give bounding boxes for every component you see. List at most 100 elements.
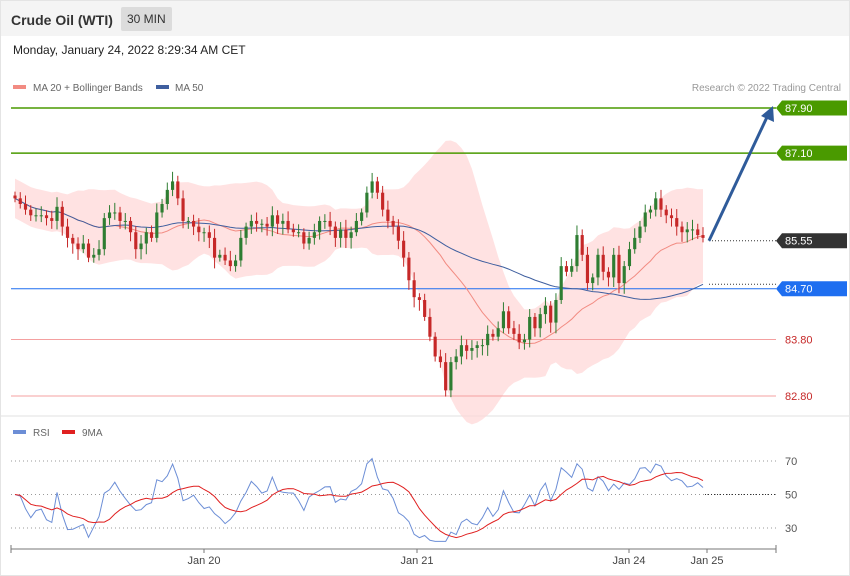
candle xyxy=(564,261,569,277)
candle xyxy=(617,245,621,294)
candle xyxy=(701,227,705,243)
candle xyxy=(554,293,558,334)
candle xyxy=(344,219,348,249)
bollinger-band xyxy=(15,140,703,425)
rsi-ma-legend-label: 9MA xyxy=(82,428,103,439)
candle xyxy=(522,333,527,350)
candle xyxy=(538,307,542,338)
candle xyxy=(585,246,590,290)
candle xyxy=(76,237,80,260)
candle xyxy=(207,225,211,249)
candle xyxy=(128,216,133,242)
candle xyxy=(123,213,127,230)
candle xyxy=(664,205,668,224)
candle xyxy=(480,338,484,356)
candle xyxy=(92,248,96,263)
candle xyxy=(507,306,511,334)
candle xyxy=(559,257,563,304)
candle xyxy=(690,219,695,241)
candle xyxy=(86,239,91,263)
candle xyxy=(265,216,269,236)
candle xyxy=(18,192,22,209)
candle xyxy=(591,273,595,291)
rsi-legend-label: RSI xyxy=(33,428,50,439)
candle xyxy=(575,225,579,272)
candle xyxy=(281,213,285,235)
candle xyxy=(675,209,679,236)
candle xyxy=(244,222,248,245)
candle xyxy=(669,208,674,227)
candle xyxy=(13,191,17,203)
candle xyxy=(186,216,190,229)
candle xyxy=(428,308,432,342)
candle xyxy=(549,301,553,333)
candle xyxy=(648,205,653,219)
candle xyxy=(638,220,642,243)
level-label-82.80: 82.80 xyxy=(785,391,813,403)
candle xyxy=(276,210,280,234)
candle xyxy=(23,195,28,215)
level-label-87.90: 87.90 xyxy=(785,103,813,115)
timestamp: Monday, January 24, 2022 8:29:34 AM CET xyxy=(13,43,246,57)
candle xyxy=(580,229,584,262)
candle xyxy=(386,200,390,229)
x-tick-label: Jan 25 xyxy=(690,555,723,567)
candle xyxy=(202,227,206,242)
candle xyxy=(333,221,337,247)
candle xyxy=(218,249,222,262)
candle xyxy=(270,206,274,237)
candle xyxy=(438,349,442,368)
candle xyxy=(239,229,243,267)
candle xyxy=(323,214,327,229)
candle xyxy=(149,225,154,242)
level-label-84.70: 84.70 xyxy=(785,284,813,296)
candle xyxy=(601,246,605,281)
candle xyxy=(685,222,689,243)
projection-arrow-head xyxy=(761,106,774,122)
level-label-87.10: 87.10 xyxy=(785,148,813,160)
candle xyxy=(160,198,164,218)
candle xyxy=(97,240,101,261)
candle xyxy=(543,297,548,324)
candle xyxy=(423,293,427,321)
candle xyxy=(659,189,663,217)
candle xyxy=(139,235,143,260)
ma20-legend-swatch xyxy=(13,85,26,89)
candle xyxy=(491,329,495,341)
interval-selector[interactable]: 30 MIN xyxy=(121,7,172,31)
candle xyxy=(528,309,532,348)
candle xyxy=(29,205,33,221)
candle xyxy=(627,241,632,271)
x-tick-label: Jan 21 xyxy=(400,555,433,567)
candle xyxy=(402,231,406,267)
candle xyxy=(71,233,75,254)
candle xyxy=(55,197,59,230)
rsi-tick-50: 50 xyxy=(785,490,797,502)
candle xyxy=(291,223,295,237)
x-tick-label: Jan 24 xyxy=(612,555,645,567)
candle xyxy=(396,219,400,250)
candle xyxy=(134,226,138,259)
candle xyxy=(81,235,85,254)
candle xyxy=(302,228,306,250)
candle xyxy=(260,219,264,233)
candle xyxy=(633,228,637,254)
candle xyxy=(39,206,43,223)
candle xyxy=(459,335,463,365)
ma20-legend-label: MA 20 + Bollinger Bands xyxy=(33,83,143,94)
candle xyxy=(407,252,411,290)
candle xyxy=(391,215,395,235)
candle xyxy=(612,248,616,288)
candle xyxy=(312,223,316,245)
instrument-title: Crude Oil (WTI) xyxy=(11,12,113,28)
ma50-legend-label: MA 50 xyxy=(175,83,204,94)
candle xyxy=(696,223,700,240)
candle xyxy=(107,205,112,225)
candle xyxy=(197,218,201,242)
candle xyxy=(34,208,38,222)
candle xyxy=(255,212,259,232)
candle xyxy=(65,218,70,248)
research-credit: Research © 2022 Trading Central xyxy=(692,83,841,94)
candle xyxy=(470,340,474,360)
